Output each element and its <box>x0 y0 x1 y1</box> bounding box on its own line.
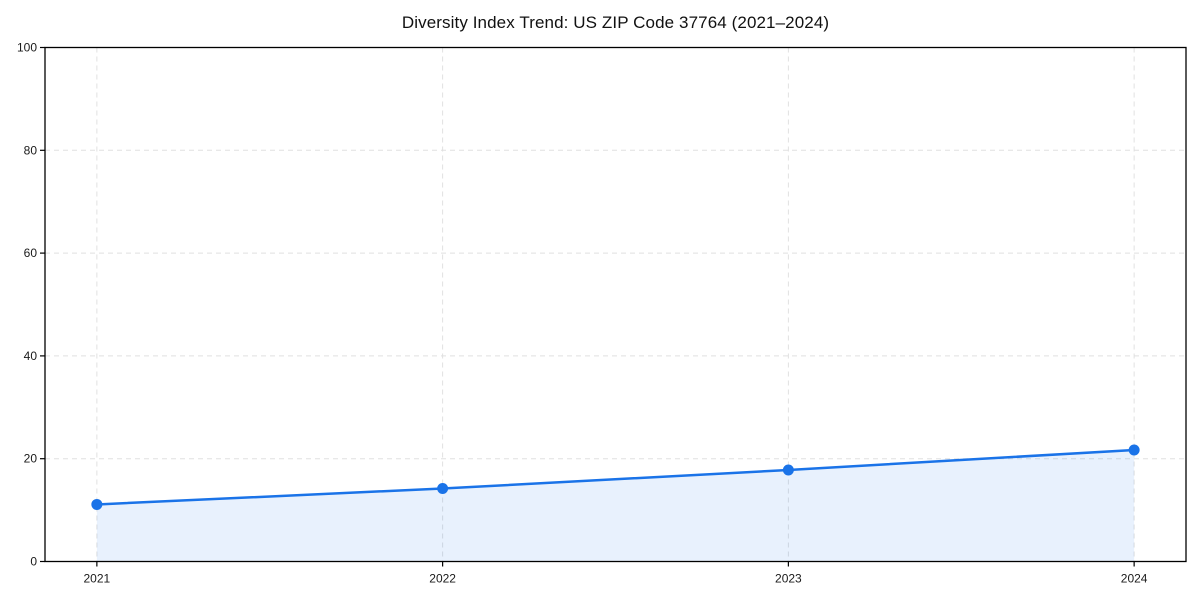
y-tick-label: 80 <box>24 143 38 157</box>
x-tick-label: 2024 <box>1121 572 1148 586</box>
y-tick-label: 0 <box>30 555 37 569</box>
plot-border <box>44 46 1187 563</box>
data-point-marker <box>782 464 794 476</box>
x-tick-label: 2022 <box>429 572 456 586</box>
data-point-marker <box>437 483 449 495</box>
data-point-marker <box>91 498 103 510</box>
y-tick-label: 100 <box>17 41 37 55</box>
y-tick-label: 20 <box>24 452 38 466</box>
area-fill <box>96 449 1135 562</box>
x-tick-label: 2023 <box>775 572 802 586</box>
data-point-marker <box>1128 444 1140 456</box>
x-tick-label: 2021 <box>84 572 111 586</box>
trend-line <box>95 448 1136 506</box>
y-tick-label: 40 <box>24 349 38 363</box>
chart-title: Diversity Index Trend: US ZIP Code 37764… <box>401 13 830 32</box>
y-tick-label: 60 <box>24 246 38 260</box>
